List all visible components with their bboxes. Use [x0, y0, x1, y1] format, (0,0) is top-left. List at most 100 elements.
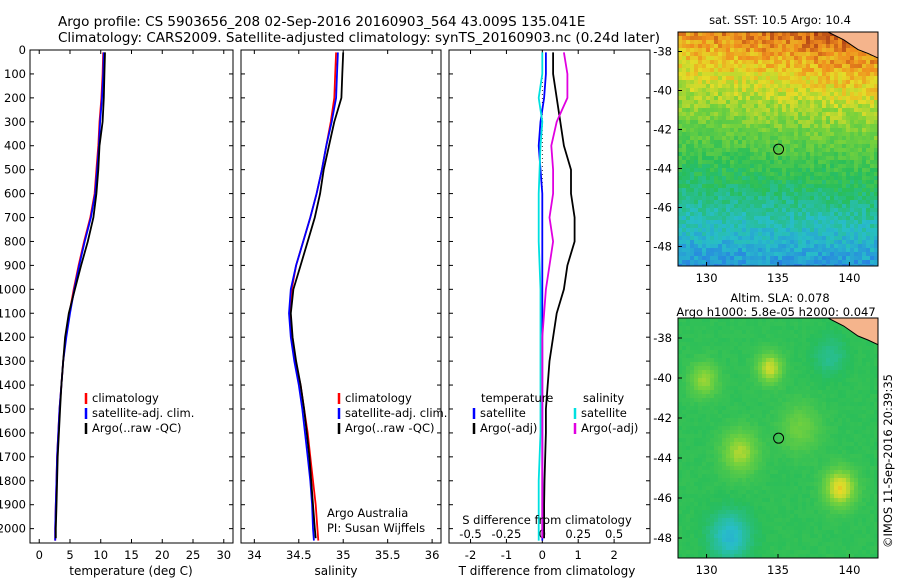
map-cell	[790, 256, 795, 261]
map-cell	[778, 68, 783, 73]
map-cell	[722, 236, 727, 241]
map-cell	[846, 354, 851, 359]
map-cell	[810, 92, 815, 97]
map-cell	[738, 172, 743, 177]
depth-tick-label: 400	[4, 139, 26, 153]
map-cell	[842, 418, 847, 423]
map-cell	[802, 386, 807, 391]
map-cell	[818, 232, 823, 237]
map-cell	[866, 172, 871, 177]
map-cell	[850, 414, 855, 419]
map-cell	[818, 196, 823, 201]
map-cell	[754, 334, 759, 339]
map-cell	[698, 330, 703, 335]
map-cell	[778, 160, 783, 165]
map-cell	[706, 342, 711, 347]
map-cell	[678, 52, 683, 57]
map-cell	[702, 36, 707, 41]
map-cell	[774, 204, 779, 209]
map-cell	[750, 92, 755, 97]
map-cell	[782, 76, 787, 81]
legend-label-argo: Argo(..raw -QC)	[345, 421, 435, 435]
map-cell	[690, 342, 695, 347]
map-cell	[826, 338, 831, 343]
map-cell	[806, 196, 811, 201]
map-cell	[870, 80, 875, 85]
map-cell	[810, 208, 815, 213]
map-cell	[694, 438, 699, 443]
map-cell	[770, 358, 775, 363]
map-cell	[694, 362, 699, 367]
map-cell	[754, 264, 759, 266]
map-cell	[750, 56, 755, 61]
map-cell	[778, 36, 783, 41]
map-cell	[682, 346, 687, 351]
map-cell	[814, 264, 819, 266]
map-cell	[802, 188, 807, 193]
map-cell	[746, 112, 751, 117]
map-cell	[730, 120, 735, 125]
map-cell	[798, 402, 803, 407]
map-cell	[734, 354, 739, 359]
map-cell	[718, 390, 723, 395]
map-cell	[718, 454, 723, 459]
map-cell	[802, 112, 807, 117]
map-cell	[742, 40, 747, 45]
map-cell	[786, 104, 791, 109]
map-cell	[758, 450, 763, 455]
map-cell	[842, 248, 847, 253]
map-cell	[702, 224, 707, 229]
map-cell	[862, 216, 867, 221]
map-cell	[726, 88, 731, 93]
map-cell	[730, 148, 735, 153]
map-cell	[802, 88, 807, 93]
map-cell	[802, 338, 807, 343]
map-cell	[694, 442, 699, 447]
map-cell	[758, 430, 763, 435]
map-cell	[790, 180, 795, 185]
map-cell	[678, 196, 683, 201]
map-cell	[778, 120, 783, 125]
map-cell	[782, 96, 787, 101]
map-cell	[782, 224, 787, 229]
map-cell	[746, 264, 751, 266]
map-cell	[822, 248, 827, 253]
map-cell	[830, 60, 835, 65]
map-cell	[790, 450, 795, 455]
map-cell	[778, 172, 783, 177]
map-cell	[774, 80, 779, 85]
map-cell	[834, 144, 839, 149]
map-cell	[842, 108, 847, 113]
map-cell	[858, 192, 863, 197]
map-cell	[742, 208, 747, 213]
map-cell	[734, 112, 739, 117]
map-cell	[678, 84, 683, 89]
map-cell	[738, 32, 743, 37]
map-cell	[754, 96, 759, 101]
map-cell	[838, 136, 843, 141]
map-cell	[738, 240, 743, 245]
map-cell	[850, 84, 855, 89]
map-cell	[762, 454, 767, 459]
map-cell	[834, 256, 839, 261]
map-cell	[742, 124, 747, 129]
map-cell	[814, 318, 819, 323]
map-cell	[846, 108, 851, 113]
map-cell	[782, 398, 787, 403]
map-cell	[678, 386, 683, 391]
map-cell	[870, 370, 875, 375]
map-cell	[850, 156, 855, 161]
map-cell	[786, 220, 791, 225]
map-cell	[842, 434, 847, 439]
map-cell	[754, 128, 759, 133]
map-cell	[786, 362, 791, 367]
map-cell	[782, 136, 787, 141]
map-cell	[874, 132, 878, 137]
map-cell	[838, 192, 843, 197]
map-cell	[730, 60, 735, 65]
map-cell	[742, 148, 747, 153]
map-cell	[762, 200, 767, 205]
map-cell	[722, 92, 727, 97]
map-cell	[678, 338, 683, 343]
map-cell	[854, 450, 859, 455]
